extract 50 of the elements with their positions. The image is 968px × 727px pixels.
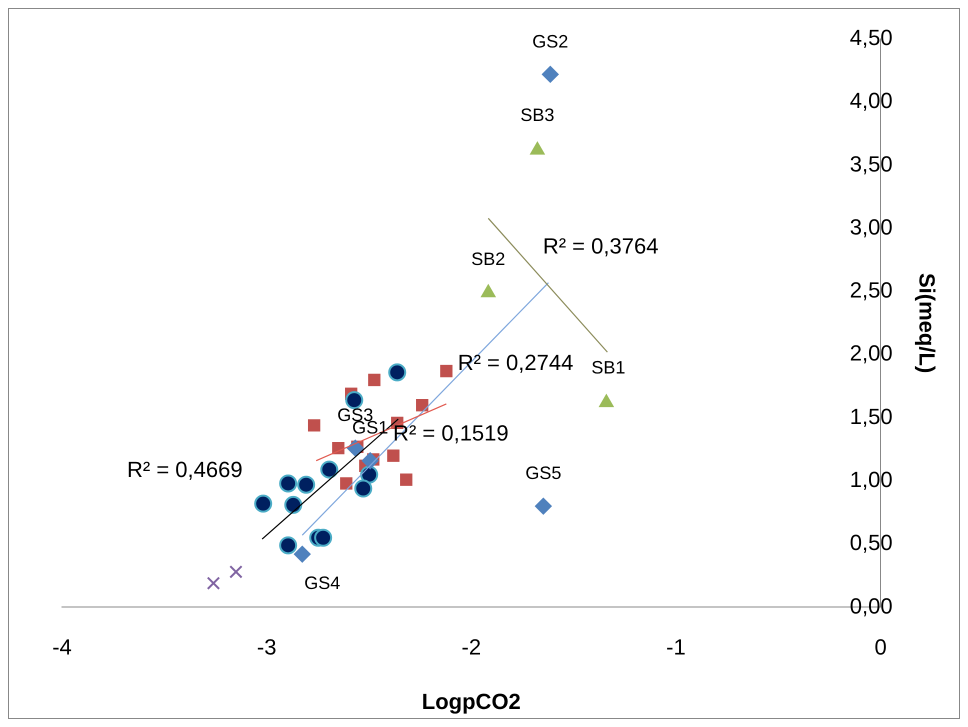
point — [206, 576, 220, 590]
point — [279, 536, 298, 554]
annotation: GS2 — [532, 31, 568, 52]
point — [387, 450, 400, 462]
annotation: R² = 0,3764 — [542, 234, 658, 259]
annotation: R² = 0,1519 — [393, 420, 509, 446]
point — [340, 477, 352, 490]
point — [279, 474, 298, 492]
y-tick-label: 2,00 — [850, 340, 893, 366]
point — [294, 546, 311, 563]
point — [254, 494, 272, 513]
annotation: R² = 0,2744 — [458, 350, 574, 376]
point — [368, 374, 380, 386]
y-tick-label: 0,00 — [850, 593, 893, 618]
annotation: GS5 — [525, 463, 562, 484]
x-tick-label: -2 — [462, 634, 482, 660]
point — [314, 528, 332, 547]
point — [229, 565, 243, 578]
y-tick-label: 0,50 — [850, 530, 893, 556]
x-axis-title: LogpCO2 — [422, 688, 521, 714]
point — [440, 364, 452, 378]
annotation: R² = 0,4669 — [127, 456, 243, 482]
point — [400, 474, 412, 486]
point — [388, 363, 406, 382]
annotation: SB3 — [520, 105, 554, 126]
point — [308, 419, 320, 432]
point — [345, 391, 364, 410]
x-tick-label: -1 — [666, 634, 686, 660]
point — [416, 399, 428, 412]
point — [534, 498, 552, 515]
point — [297, 476, 316, 494]
annotation: SB1 — [591, 358, 626, 378]
y-tick-label: 4,00 — [850, 88, 893, 114]
y-tick-label: 3,50 — [850, 151, 893, 176]
y-tick-label: 3,00 — [850, 214, 893, 240]
x-tick-label: -4 — [52, 634, 72, 660]
point — [354, 480, 372, 498]
x-tick-label: -3 — [256, 634, 276, 660]
x-tick-label: 0 — [874, 634, 887, 660]
y-tick-label: 2,50 — [850, 278, 893, 303]
annotation: GS4 — [304, 573, 340, 594]
point — [320, 460, 338, 479]
y-axis-title: Si(meq/L) — [914, 272, 940, 374]
point — [346, 440, 364, 457]
point — [284, 496, 302, 514]
point — [542, 66, 559, 83]
y-tick-label: 4,50 — [850, 25, 893, 50]
y-tick-label: 1,50 — [850, 404, 893, 429]
y-tick-label: 1,00 — [850, 466, 893, 492]
annotation: SB2 — [471, 248, 506, 269]
